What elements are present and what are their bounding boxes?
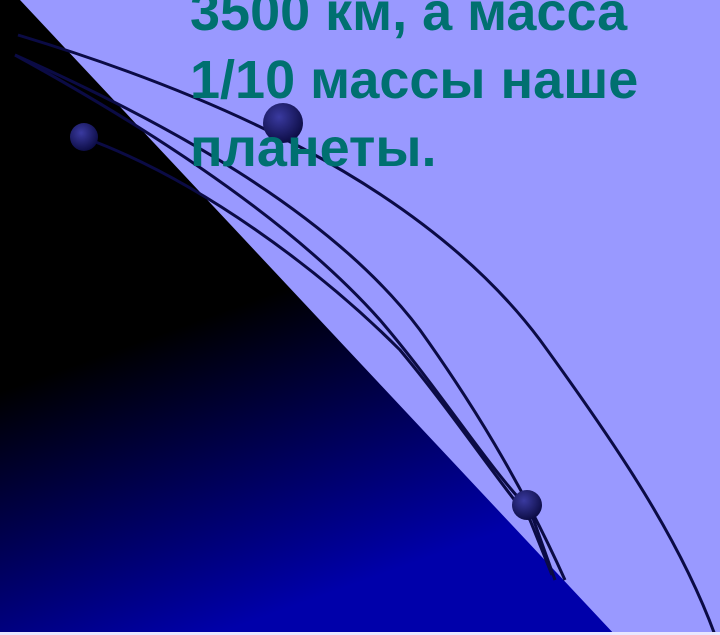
text-line-1: 3500 км, а масса (190, 0, 628, 42)
orbit-trajectory-outer (17, 33, 717, 635)
slide-text: 3500 км, а масса 1/10 массы наше планеты… (190, 0, 720, 182)
orbit-trajectory-inner-b (84, 136, 554, 576)
satellite-small-right (512, 490, 542, 520)
text-line-3: планеты. (190, 118, 437, 178)
planet-surface-edge (0, 0, 615, 635)
satellite-large (263, 103, 303, 143)
text-line-2: 1/10 массы наше (190, 50, 639, 110)
orbit-trajectory-inner-a (14, 53, 557, 581)
satellite-small-left (70, 123, 98, 151)
orbit-trajectory-middle (14, 53, 567, 581)
slide-bottom-edge (0, 632, 720, 635)
